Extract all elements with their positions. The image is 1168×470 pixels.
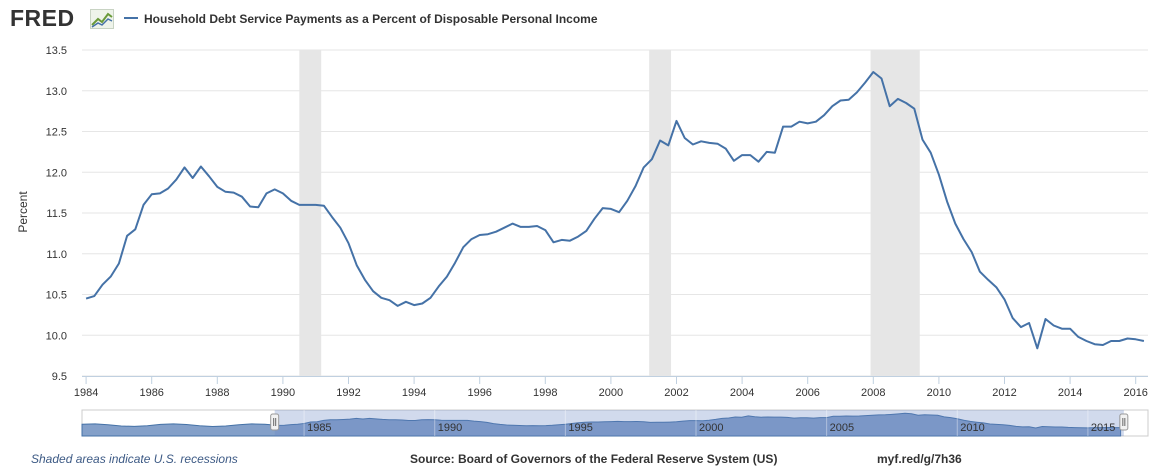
range-navigator[interactable]: 1985 1990 1995 2000 2005 2010 2015: [81, 409, 1149, 437]
x-tick-label: 2016: [1123, 387, 1147, 399]
x-tick-label: 2008: [861, 387, 885, 399]
y-tick-label: 10.5: [46, 290, 67, 302]
x-tick-label: 1996: [467, 387, 491, 399]
x-tick-label: 1992: [336, 387, 360, 399]
y-tick-label: 13.0: [46, 86, 67, 98]
y-axis-label: Percent: [16, 191, 30, 233]
legend-swatch: [124, 16, 138, 19]
chart-header: FRED Household Debt Service Payments as …: [0, 0, 1168, 40]
y-tick-label: 10.0: [46, 330, 67, 342]
gridlines: [82, 49, 1148, 377]
navigator-label: 1990: [438, 422, 462, 434]
navigator-right-handle[interactable]: [1119, 413, 1129, 431]
x-tick-label: 1990: [271, 387, 295, 399]
x-tick-label: 1988: [205, 387, 229, 399]
navigator-series: [81, 412, 1122, 437]
y-tick-label: 11.5: [46, 208, 67, 220]
x-tick-label: 2012: [992, 387, 1016, 399]
navigator-left-handle[interactable]: [270, 413, 280, 431]
source-text: Source: Board of Governors of the Federa…: [410, 452, 778, 466]
y-tick-label: 11.0: [46, 249, 67, 261]
x-tick-label: 2000: [599, 387, 623, 399]
chart: 9.5 10.0 10.5 11.0 11.5 12.0 12.5 13.0 13.5 1984…: [16, 45, 1149, 437]
x-tick-label: 1994: [402, 387, 426, 399]
navigator-selection[interactable]: [274, 410, 1124, 436]
navigator-label: 1995: [568, 422, 592, 434]
navigator-label: 2010: [960, 422, 984, 434]
x-tick-label: 1998: [533, 387, 557, 399]
recession-note: Shaded areas indicate U.S. recessions: [31, 452, 238, 466]
navigator-label: 2015: [1091, 422, 1115, 434]
x-tick-label: 2006: [795, 387, 819, 399]
x-tick-label: 2014: [1058, 387, 1082, 399]
y-tick-label: 13.5: [46, 45, 67, 57]
series-layer[interactable]: [85, 71, 1145, 350]
y-tick-label: 12.5: [46, 127, 67, 139]
fred-logo[interactable]: FRED: [10, 5, 75, 31]
fred-graph-icon: [90, 9, 114, 29]
x-axis: 1984 1986 1988 1990 1992 1994 1996 1998 2000 2002…: [74, 376, 1148, 399]
x-tick-label: 1984: [74, 387, 98, 399]
x-tick-label: 1986: [139, 387, 163, 399]
legend-label: Household Debt Service Payments as a Per…: [144, 12, 598, 26]
x-tick-label: 2010: [927, 387, 951, 399]
short-url-link[interactable]: myf.red/g/7h36: [877, 452, 962, 466]
series-line-0[interactable]: [85, 71, 1145, 350]
navigator-label: 1985: [307, 422, 331, 434]
navigator-label: 2005: [830, 422, 854, 434]
x-tick-label: 2004: [730, 387, 754, 399]
y-axis: 9.5 10.0 10.5 11.0 11.5 12.0 12.5 13.0 13.5: [46, 45, 67, 383]
x-tick-label: 2002: [664, 387, 688, 399]
y-tick-label: 12.0: [46, 167, 67, 179]
navigator-label: 2000: [699, 422, 723, 434]
legend-item[interactable]: Household Debt Service Payments as a Per…: [124, 12, 598, 26]
y-tick-label: 9.5: [52, 371, 67, 383]
